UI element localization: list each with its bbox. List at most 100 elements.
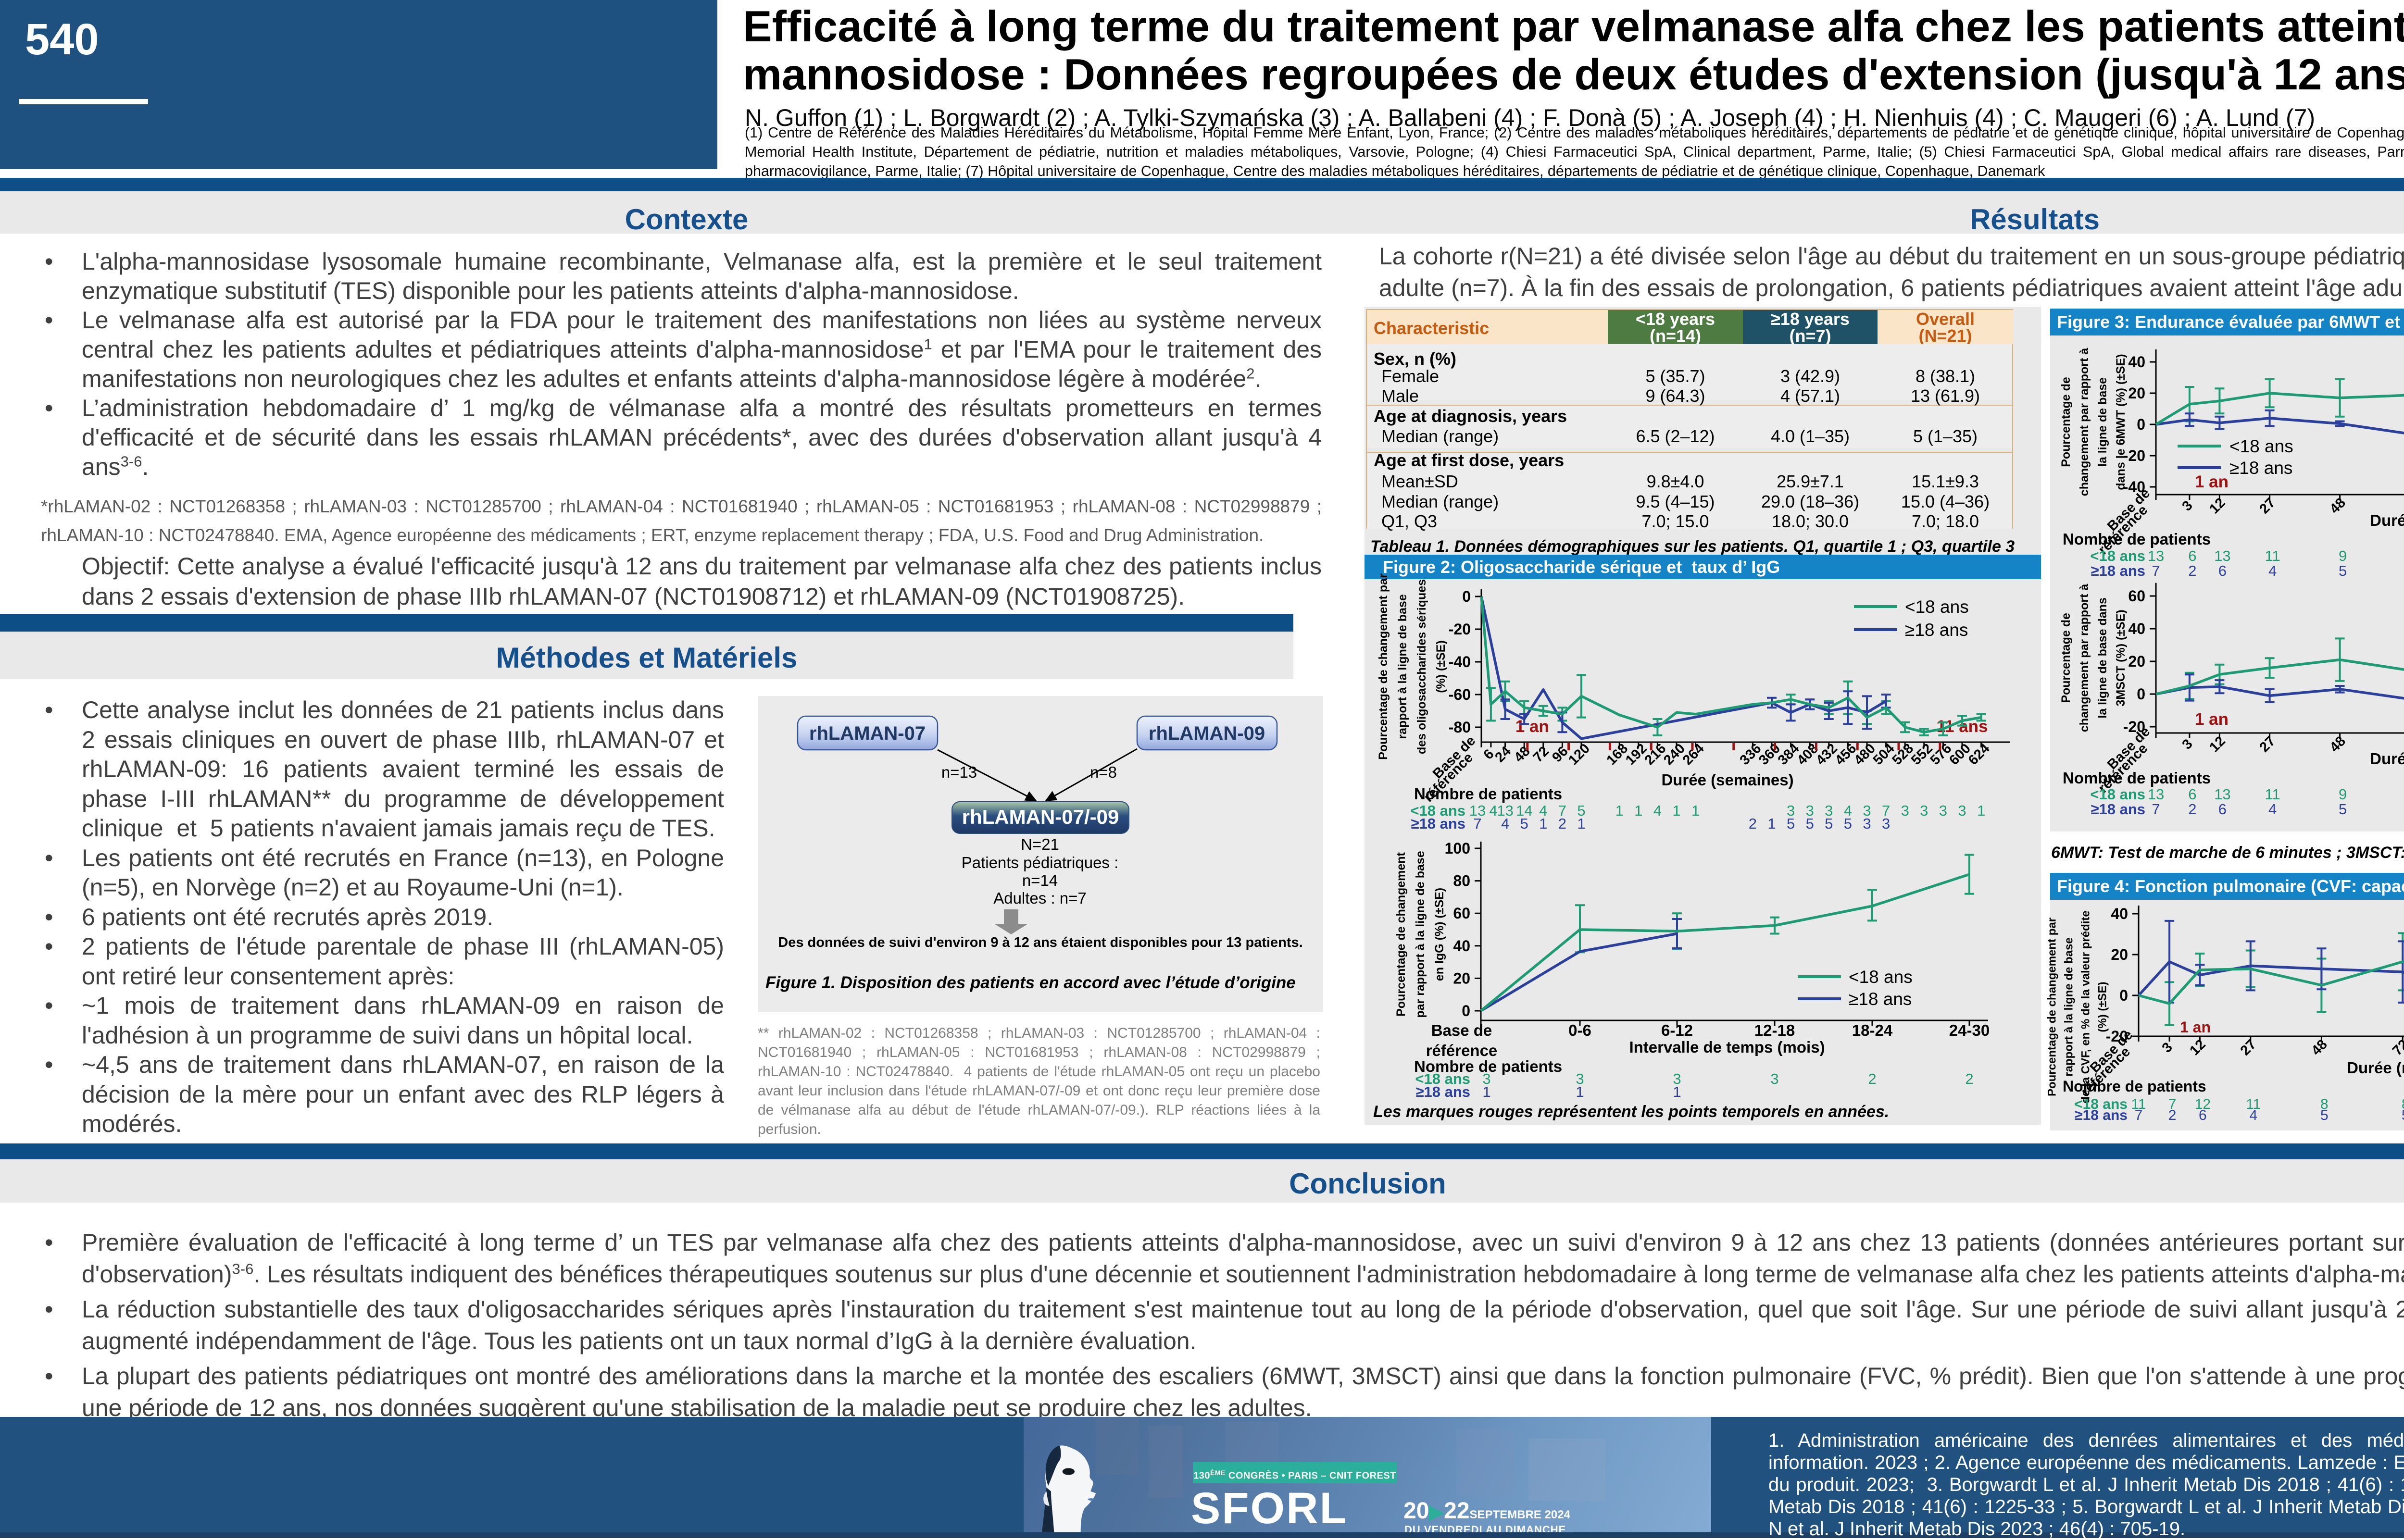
svg-text:0-6: 0-6 <box>1568 1021 1591 1039</box>
svg-text:5: 5 <box>1520 815 1528 832</box>
svg-text:-40: -40 <box>1449 653 1471 671</box>
svg-text:Patients pédiatriques :: Patients pédiatriques : <box>962 854 1119 871</box>
svg-text:<18 ans: <18 ans <box>2090 547 2145 564</box>
svg-text:100: 100 <box>1445 840 1470 857</box>
svg-text:4: 4 <box>1653 802 1662 819</box>
svg-text:1: 1 <box>1576 1083 1584 1100</box>
svg-text:3: 3 <box>1576 1070 1584 1087</box>
svg-text:3: 3 <box>1863 802 1871 819</box>
svg-text:27: 27 <box>2257 733 2279 755</box>
svg-text:4: 4 <box>2268 562 2277 579</box>
svg-text:8: 8 <box>2320 1096 2329 1112</box>
svg-text:1: 1 <box>1482 1083 1490 1100</box>
svg-text:<18 ans: <18 ans <box>1849 967 1913 987</box>
svg-text:3: 3 <box>1482 1070 1490 1087</box>
svg-text:3: 3 <box>1787 802 1795 819</box>
svg-text:la ligne de base dans: la ligne de base dans <box>2096 597 2109 718</box>
svg-text:-20: -20 <box>1449 621 1471 638</box>
svg-text:0: 0 <box>1462 588 1471 605</box>
svg-text:60: 60 <box>2128 587 2145 605</box>
svg-text:≥18 ans: ≥18 ans <box>1849 989 1912 1009</box>
svg-text:rhLAMAN-07: rhLAMAN-07 <box>809 723 926 744</box>
svg-text:11: 11 <box>2246 1096 2261 1112</box>
svg-text:de la CVF, en % de la valeur p: de la CVF, en % de la valeur prédite <box>2079 910 2092 1103</box>
svg-text:≥18 ans: ≥18 ans <box>2091 801 2145 818</box>
svg-text:<18 ans: <18 ans <box>2074 1096 2128 1112</box>
svg-text:1 an: 1 an <box>2195 472 2229 491</box>
svg-text:4: 4 <box>1489 802 1497 819</box>
svg-text:Pourcentage de changement: Pourcentage de changement <box>1394 852 1408 1016</box>
svg-text:rhLAMAN-07/-09: rhLAMAN-07/-09 <box>962 806 1119 828</box>
svg-text:1 an: 1 an <box>2180 1018 2211 1036</box>
svg-text:40: 40 <box>2128 353 2145 371</box>
svg-text:Nombre de patients: Nombre de patients <box>2063 1078 2206 1095</box>
svg-text:rapport à la ligne de base: rapport à la ligne de base <box>2063 937 2076 1076</box>
svg-text:6-12: 6-12 <box>1661 1021 1693 1039</box>
svg-text:7: 7 <box>2168 1096 2177 1112</box>
svg-text:1: 1 <box>1615 802 1624 819</box>
svg-text:5: 5 <box>2320 1107 2329 1123</box>
svg-text:40: 40 <box>1453 937 1470 955</box>
svg-text:20: 20 <box>2111 946 2128 963</box>
svg-text:4: 4 <box>1501 815 1509 832</box>
svg-text:1: 1 <box>1634 802 1642 819</box>
svg-text:1: 1 <box>1539 815 1547 832</box>
svg-text:<18 ans: <18 ans <box>1415 1070 1470 1087</box>
svg-text:7: 7 <box>1558 802 1566 819</box>
svg-text:48: 48 <box>2308 1037 2330 1058</box>
svg-text:13: 13 <box>2214 547 2230 564</box>
svg-text:3: 3 <box>1901 802 1909 819</box>
svg-text:≥18 ans: ≥18 ans <box>1411 815 1465 832</box>
svg-text:Durée (mois): Durée (mois) <box>2347 1059 2404 1077</box>
svg-text:2: 2 <box>1868 1070 1876 1087</box>
svg-text:n=13: n=13 <box>941 763 977 781</box>
svg-text:72: 72 <box>2390 1037 2404 1058</box>
svg-text:20: 20 <box>2128 653 2145 670</box>
svg-text:1: 1 <box>1977 802 1985 819</box>
svg-text:27: 27 <box>2238 1037 2259 1058</box>
svg-text:11: 11 <box>2131 1096 2146 1112</box>
svg-text:1: 1 <box>1672 802 1680 819</box>
svg-text:5: 5 <box>2339 562 2347 579</box>
svg-text:Durée (semaines): Durée (semaines) <box>1661 771 1793 789</box>
svg-text:Des données de suivi d'environ: Des données de suivi d'environ 9 à 12 an… <box>778 935 1302 950</box>
svg-text:2: 2 <box>2188 562 2196 579</box>
svg-text:3: 3 <box>1920 802 1928 819</box>
svg-text:4: 4 <box>1844 802 1852 819</box>
svg-text:48: 48 <box>2327 495 2349 517</box>
svg-text:624: 624 <box>1966 741 1993 768</box>
svg-text:≥18 ans: ≥18 ans <box>2229 458 2292 478</box>
svg-text:par rapport à la ligne de base: par rapport à la ligne de base <box>1414 851 1427 1018</box>
svg-text:Nombre de patients: Nombre de patients <box>1414 785 1562 803</box>
svg-text:5: 5 <box>1825 815 1833 832</box>
svg-text:en IgG (%) (±SE): en IgG (%) (±SE) <box>1433 888 1446 981</box>
svg-text:18-24: 18-24 <box>1852 1021 1893 1039</box>
svg-text:Durée (mois): Durée (mois) <box>2370 511 2404 529</box>
svg-text:2: 2 <box>1558 815 1566 832</box>
svg-text:Durée (mois): Durée (mois) <box>2370 750 2404 768</box>
svg-text:4: 4 <box>1539 802 1547 819</box>
svg-text:≥18 ans: ≥18 ans <box>1415 1083 1470 1100</box>
svg-text:1 an: 1 an <box>1515 717 1549 736</box>
svg-text:7: 7 <box>2135 1107 2143 1123</box>
svg-text:rhLAMAN-09: rhLAMAN-09 <box>1149 723 1265 744</box>
svg-text:3: 3 <box>2159 1040 2176 1056</box>
svg-text:12-18: 12-18 <box>1754 1021 1795 1039</box>
svg-text:rapport à la ligne de base: rapport à la ligne de base <box>1396 594 1409 739</box>
svg-text:3: 3 <box>1806 802 1814 819</box>
svg-text:0: 0 <box>1462 1002 1470 1019</box>
svg-text:13: 13 <box>2148 786 2164 803</box>
svg-text:≥18 ans: ≥18 ans <box>1905 620 1968 640</box>
svg-text:3: 3 <box>1770 1070 1778 1087</box>
svg-text:Nombre de patients: Nombre de patients <box>1414 1057 1562 1075</box>
svg-text:-20: -20 <box>2123 718 2145 735</box>
svg-text:60: 60 <box>1453 905 1470 922</box>
svg-text:20: 20 <box>1453 969 1470 987</box>
svg-text:13: 13 <box>2148 547 2164 564</box>
svg-text:11: 11 <box>2265 786 2280 803</box>
svg-text:1 an: 1 an <box>2195 710 2229 729</box>
svg-text:4: 4 <box>2268 801 2277 818</box>
svg-text:8: 8 <box>2402 1096 2404 1112</box>
svg-text:40: 40 <box>2128 620 2145 637</box>
svg-text:7: 7 <box>2152 801 2160 818</box>
